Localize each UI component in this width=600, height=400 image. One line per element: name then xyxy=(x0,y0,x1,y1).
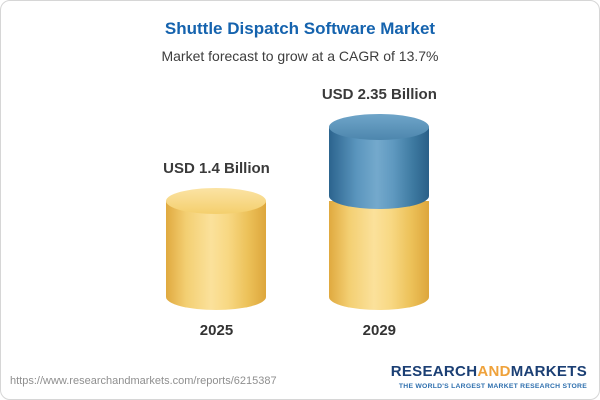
chart-area: USD 1.4 Billion 2025 USD 2.35 Billion 20… xyxy=(1,86,599,339)
bar-2029-top-cap xyxy=(329,114,430,140)
bar-2029-year-label: 2029 xyxy=(362,322,397,339)
logo-research-text: RESEARCH xyxy=(390,363,478,381)
logo-tagline: THE WORLD'S LARGEST MARKET RESEARCH STOR… xyxy=(398,382,587,390)
bar-group-2029: USD 2.35 Billion 2029 xyxy=(322,86,437,339)
bar-2029-value-label: USD 2.35 Billion xyxy=(321,86,437,103)
bar-2025-value-label: USD 1.4 Billion xyxy=(163,160,270,177)
report-url-link[interactable]: https://www.researchandmarkets.com/repor… xyxy=(10,375,277,387)
bar-group-2025: USD 1.4 Billion 2025 xyxy=(163,160,270,339)
bar-2029-cylinder xyxy=(329,114,430,310)
bar-2025-year-label: 2025 xyxy=(199,322,234,339)
bar-2025-top-cap xyxy=(166,188,267,214)
page-title: Shuttle Dispatch Software Market xyxy=(164,19,436,38)
research-and-markets-logo: RESEARCHANDMARKETS THE WORLD'S LARGEST M… xyxy=(390,363,587,390)
bar-2025-cylinder xyxy=(166,188,267,310)
logo-and-text: AND xyxy=(477,363,511,381)
logo-markets-text: MARKETS xyxy=(510,363,587,381)
page-subtitle: Market forecast to grow at a CAGR of 13.… xyxy=(161,48,439,64)
bar-2029-growth-segment xyxy=(329,114,430,209)
logo-wordmark: RESEARCHANDMARKETS xyxy=(390,363,587,381)
bar-2029-base-segment xyxy=(329,201,430,310)
bar-2025-body-segment xyxy=(166,188,267,310)
